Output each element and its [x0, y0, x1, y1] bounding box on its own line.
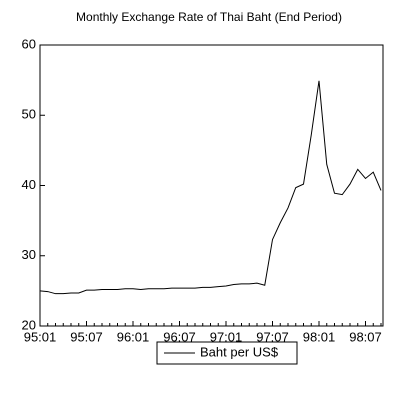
x-tick-label: 98:07: [349, 329, 382, 344]
x-tick-label: 98:01: [303, 329, 336, 344]
x-tick-label: 95:01: [24, 329, 57, 344]
y-tick-label: 50: [22, 107, 36, 122]
x-tick-label: 97:07: [256, 329, 289, 344]
legend-box: [156, 341, 298, 365]
y-tick-label: 40: [22, 177, 36, 192]
legend-label: Baht per US$: [200, 344, 279, 359]
x-tick-label: 96:07: [163, 329, 196, 344]
x-tick-label: 95:07: [70, 329, 103, 344]
x-tick-label: 97:01: [210, 329, 243, 344]
x-tick-label: 96:01: [117, 329, 150, 344]
chart-title: Monthly Exchange Rate of Thai Baht (End …: [76, 10, 342, 24]
y-tick-label: 30: [22, 247, 36, 262]
line: [39, 80, 382, 295]
y-tick-label: 20: [22, 317, 36, 332]
plot-frame: [39, 44, 384, 327]
y-tick-label: 60: [22, 36, 36, 51]
